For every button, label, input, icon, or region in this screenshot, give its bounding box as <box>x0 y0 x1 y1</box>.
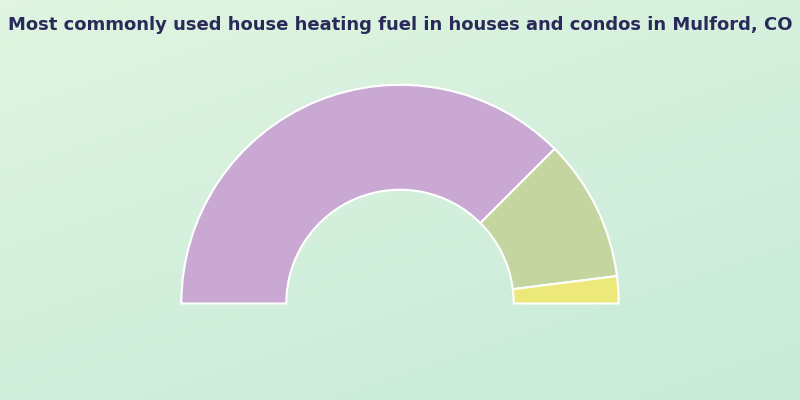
Wedge shape <box>481 149 617 289</box>
Wedge shape <box>182 85 554 304</box>
Text: Most commonly used house heating fuel in houses and condos in Mulford, CO: Most commonly used house heating fuel in… <box>8 16 792 34</box>
Wedge shape <box>513 276 618 304</box>
